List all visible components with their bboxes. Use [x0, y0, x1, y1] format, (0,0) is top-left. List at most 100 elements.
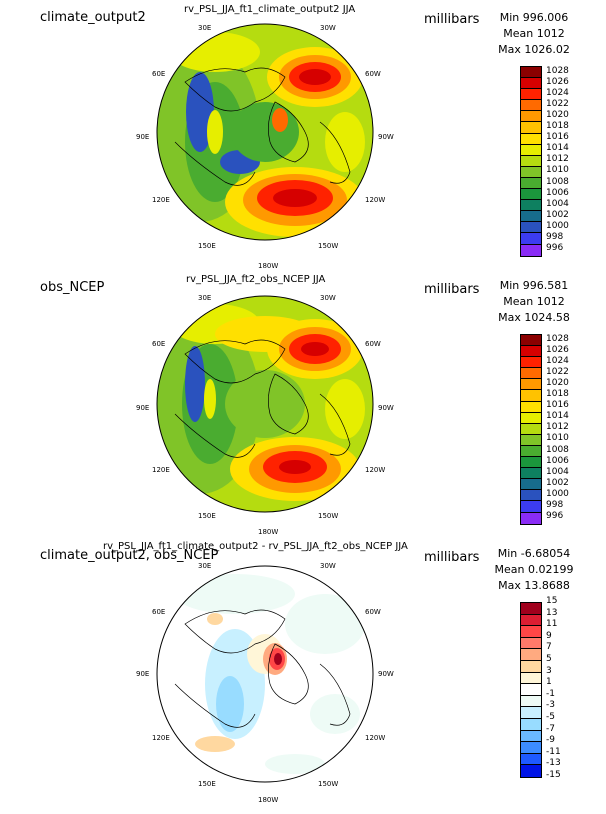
polar-map — [156, 565, 374, 783]
colorbar-label: 1010 — [546, 165, 569, 176]
stats-box: Min -6.68054 Mean 0.02199 Max 13.8688 — [494, 546, 574, 594]
colorbar-label: 1004 — [546, 198, 569, 209]
colorbar-label: -15 — [546, 770, 561, 780]
units-label: millibars — [424, 550, 480, 565]
stat-mean: Mean 1012 — [503, 27, 565, 40]
panel-obs: obs_NCEP rv_PSL_JJA_ft2_obs_NCEP JJA mil… — [0, 272, 606, 542]
units-label: millibars — [424, 12, 480, 27]
colorbar-swatch — [521, 177, 541, 190]
stat-max: Max 1026.02 — [498, 43, 570, 56]
colorbar-swatch — [521, 501, 541, 513]
lon-label: 60E — [152, 608, 166, 616]
polar-map — [156, 23, 374, 241]
lon-label: 30E — [198, 294, 212, 302]
colorbar-swatch — [521, 222, 541, 234]
colorbar-label: 1 — [546, 677, 552, 688]
colorbar-swatch — [521, 67, 541, 79]
colorbar-swatch — [521, 603, 541, 615]
lon-label: 150W — [318, 780, 339, 788]
lon-label: 120E — [152, 734, 170, 742]
colorbar-swatch — [521, 637, 541, 650]
colorbar-swatch — [521, 368, 541, 380]
colorbar-label: 1024 — [546, 87, 569, 98]
lon-label: 120E — [152, 196, 170, 204]
colorbar-swatch — [521, 490, 541, 502]
stat-min: Min -6.68054 — [497, 547, 571, 560]
colorbar-swatch — [521, 244, 541, 256]
lon-label: 150E — [198, 242, 216, 250]
colorbar-swatch — [521, 718, 541, 731]
colorbar-swatch — [521, 144, 541, 156]
colorbar-swatch — [521, 122, 541, 134]
colorbar-swatch — [521, 357, 541, 369]
colorbar-label: 1002 — [546, 209, 569, 220]
colorbar-label: 13 — [546, 607, 558, 618]
stat-mean: Mean 1012 — [503, 295, 565, 308]
colorbar-swatch — [521, 412, 541, 424]
colorbar-label: 1024 — [546, 355, 569, 366]
colorbar-swatch — [521, 390, 541, 402]
colorbar-swatch — [521, 335, 541, 347]
colorbar-box — [520, 602, 542, 778]
stat-max: Max 13.8688 — [498, 579, 570, 592]
lon-label: 90W — [378, 133, 394, 141]
colorbar-label: -1 — [546, 688, 555, 699]
stat-min: Min 996.581 — [499, 279, 569, 292]
lon-label: 90W — [378, 404, 394, 412]
colorbar-swatch — [521, 133, 541, 145]
colorbar-label: 1000 — [546, 220, 569, 231]
lon-label: 60E — [152, 340, 166, 348]
case-name: climate_output2, obs_NCEP — [40, 548, 219, 563]
lon-label: 120W — [365, 196, 386, 204]
lon-label: 150W — [318, 512, 339, 520]
lon-label: 30E — [198, 24, 212, 32]
stat-min: Min 996.006 — [499, 11, 569, 24]
colorbar-swatch — [521, 111, 541, 123]
colorbar-label: -13 — [546, 758, 561, 769]
colorbar-label: 1012 — [546, 422, 569, 433]
lon-label: 30E — [198, 562, 212, 570]
colorbar-label: 1028 — [546, 333, 569, 344]
colorbar-swatch — [521, 512, 541, 524]
lon-label: 30W — [320, 24, 336, 32]
colorbar-label: -5 — [546, 712, 555, 722]
colorbar-label: 1006 — [546, 187, 569, 198]
lon-label: 60W — [365, 70, 381, 78]
stats-box: Min 996.006 Mean 1012 Max 1026.02 — [494, 10, 574, 58]
colorbar-swatch — [521, 346, 541, 358]
colorbar-label: 998 — [546, 500, 564, 511]
colorbar-swatch — [521, 695, 541, 708]
lon-label: 150W — [318, 242, 339, 250]
colorbar-label: 1016 — [546, 132, 569, 143]
colorbar-swatch — [521, 434, 541, 446]
colorbar-swatch — [521, 707, 541, 719]
colorbar-swatch — [521, 200, 541, 212]
plot-title: rv_PSL_JJA_ft1_climate_output2 JJA — [184, 4, 356, 15]
lon-label: 60E — [152, 70, 166, 78]
case-name: climate_output2 — [40, 10, 146, 25]
lon-label: 120W — [365, 734, 386, 742]
colorbar: 1028 1026 1024 1022 1020 1018 1016 1014 1012 1010… — [520, 334, 569, 525]
lon-label: 30W — [320, 562, 336, 570]
colorbar-label: 1014 — [546, 411, 569, 422]
colorbar-swatch — [521, 684, 541, 696]
colorbar-swatch — [521, 189, 541, 201]
colorbar-swatch — [521, 742, 541, 754]
colorbar-swatch — [521, 379, 541, 391]
colorbar-label: 1028 — [546, 65, 569, 76]
colorbar: 1028 1026 1024 1022 1020 1018 1016 1014 1012 1010… — [520, 66, 569, 257]
stats-box: Min 996.581 Mean 1012 Max 1024.58 — [494, 278, 574, 326]
panel-model: climate_output2 rv_PSL_JJA_ft1_climate_o… — [0, 0, 606, 270]
lon-label: 90E — [136, 133, 150, 141]
colorbar-label: 1012 — [546, 154, 569, 165]
colorbar-label: 1026 — [546, 76, 569, 87]
colorbar-label: 1026 — [546, 344, 569, 355]
colorbar-swatch — [521, 233, 541, 245]
units-label: millibars — [424, 282, 480, 297]
lon-label: 150E — [198, 512, 216, 520]
colorbar-label: 1018 — [546, 121, 569, 132]
colorbar-label: 1020 — [546, 377, 569, 388]
colorbar-swatch — [521, 401, 541, 413]
colorbar-label: 1000 — [546, 488, 569, 499]
colorbar-swatch — [521, 155, 541, 167]
